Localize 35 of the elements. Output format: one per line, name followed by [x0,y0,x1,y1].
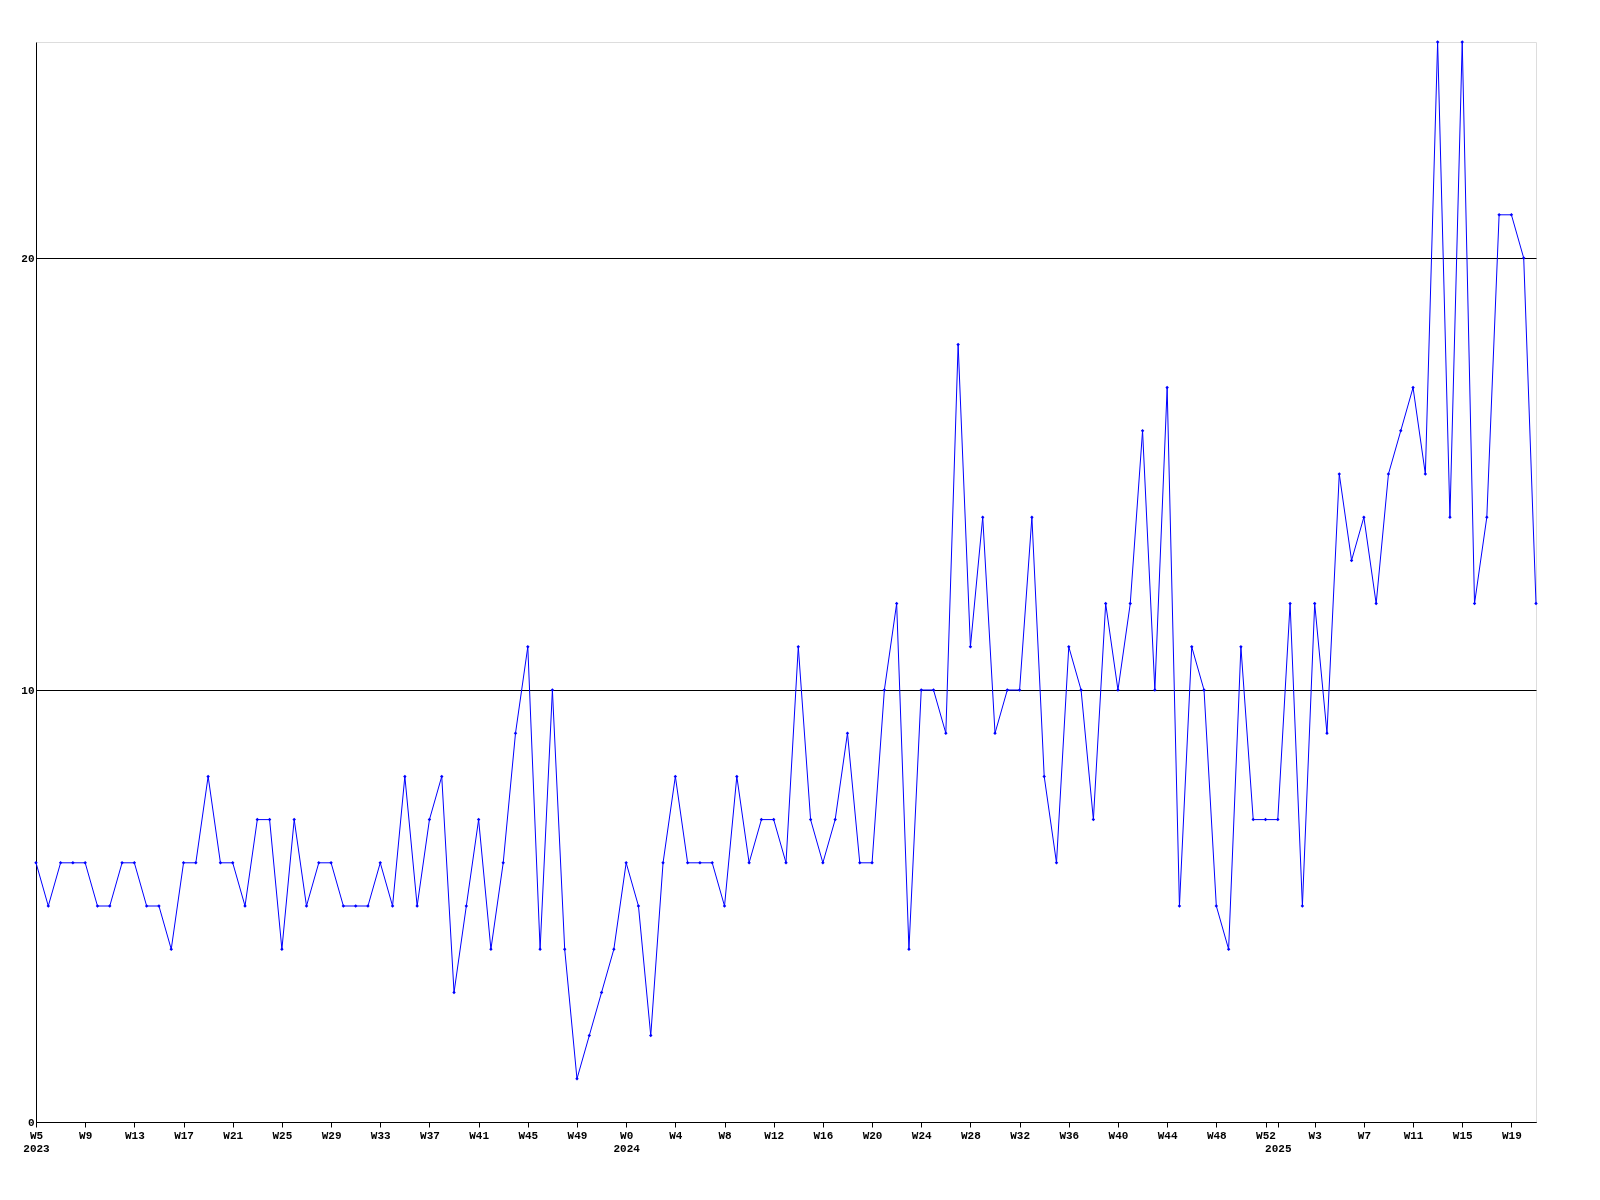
x-tick-label: W5 2023 [23,1129,51,1155]
y-tick-label: 20 [21,252,35,265]
x-tick-label: W37 [420,1129,440,1142]
x-tick-label: W41 [469,1129,490,1142]
x-tick-label: W17 [174,1129,194,1142]
x-tick-label: W19 [1502,1129,1522,1142]
x-tick-label: W25 [272,1129,293,1142]
x-tick-label: W4 [669,1129,683,1142]
x-tick-label: W48 [1206,1129,1228,1142]
x-tick-label: W3 [1308,1129,1323,1142]
x-tick-label: W32 [1010,1129,1031,1142]
x-tick-label: W9 [79,1129,93,1142]
x-tick-label: W16 [813,1129,834,1142]
x-tick-label: W12 [764,1129,785,1142]
x-tick-label: W45 [518,1129,539,1142]
x-tick-label: 2025 [1265,1142,1292,1155]
x-tick-label: W0 2024 [613,1129,641,1155]
x-tick-label: W11 [1403,1129,1424,1142]
y-tick-label: 0 [27,1116,35,1129]
x-tick-label: W33 [370,1129,392,1142]
x-tick-label: W7 [1357,1129,1371,1142]
x-tick-label: W40 [1108,1129,1129,1142]
x-tick-label: W13 [124,1129,146,1142]
x-tick-label: W29 [321,1129,342,1142]
x-tick-label: W15 [1452,1129,1474,1142]
x-tick-label: W20 [862,1129,883,1142]
x-tick-label: W24 [911,1129,933,1142]
x-tick-label: W44 [1157,1129,1178,1142]
x-tick-label: W8 [718,1129,733,1142]
x-tick-label: W21 [223,1129,244,1142]
y-tick-label: 10 [21,684,35,697]
x-tick-label: W28 [961,1129,982,1142]
x-tick-label: W52 [1256,1129,1276,1142]
x-tick-label: W36 [1059,1129,1080,1142]
x-tick-label: W49 [567,1129,588,1142]
